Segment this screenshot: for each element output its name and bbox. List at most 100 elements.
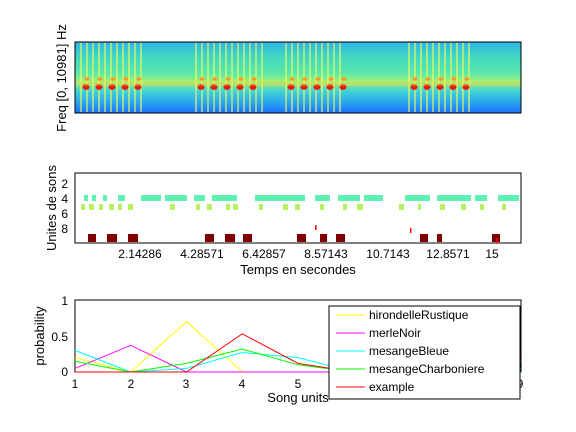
spectro-streak xyxy=(225,43,227,112)
spectro-streak xyxy=(468,43,470,112)
unit-segment xyxy=(420,234,428,242)
units-ytick: 6 xyxy=(61,207,68,221)
unit-segment xyxy=(357,204,363,210)
units-xtick: 10.7143 xyxy=(366,247,410,261)
spectrogram-frame xyxy=(74,41,522,114)
spectro-hotspot xyxy=(236,84,244,90)
unit-segment xyxy=(364,195,383,201)
units-ylabel: Unites de sons xyxy=(44,165,59,251)
spectro-streak xyxy=(309,43,311,112)
unit-segment xyxy=(315,195,330,201)
spectro-streak xyxy=(333,43,335,112)
unit-segment xyxy=(226,204,230,210)
unit-segment xyxy=(194,195,205,201)
probability-yticks: 0 0.5 1 xyxy=(51,294,68,379)
unit-segment xyxy=(461,204,466,210)
unit-segment xyxy=(399,204,404,210)
probability-panel: 0 0.5 1 1 2 3 4 5 9 Song units probabili… xyxy=(32,294,524,405)
units-yticks: 2 4 6 8 xyxy=(61,177,68,236)
spectro-streak xyxy=(315,43,317,112)
units-ytick: 4 xyxy=(61,192,68,206)
spectro-hotspot xyxy=(313,84,321,90)
unit-segment xyxy=(141,195,161,201)
spectrogram-ylabel: Freq [0, 10981] Hz xyxy=(54,24,69,132)
unit-segment xyxy=(118,204,122,210)
spectro-hotspot xyxy=(110,77,116,81)
units-xtick: 15 xyxy=(485,247,499,261)
spectro-hotspot xyxy=(464,77,470,81)
legend-label: merleNoir xyxy=(369,326,421,340)
prob-ytick: 0 xyxy=(61,365,68,379)
spectro-streak xyxy=(327,43,329,112)
spectro-streak xyxy=(140,43,142,112)
spectrogram-panel: Freq [0, 10981] Hz xyxy=(54,24,522,132)
unit-segment xyxy=(99,204,103,210)
unit-segment xyxy=(84,195,88,201)
unit-segment xyxy=(320,204,324,210)
spectro-streak xyxy=(339,43,341,112)
units-ytick: 8 xyxy=(61,222,68,236)
unit-segment xyxy=(207,204,212,210)
spectro-hotspot xyxy=(97,77,103,81)
unit-segment xyxy=(336,234,345,242)
unit-segment xyxy=(283,204,288,210)
spectro-hotspot xyxy=(326,84,334,90)
spectro-streak xyxy=(128,43,130,112)
spectro-hotspot xyxy=(410,84,418,90)
spectro-hotspot xyxy=(249,84,257,90)
spectro-streak xyxy=(122,43,124,112)
spectro-hotspot xyxy=(223,84,231,90)
spectro-streak xyxy=(462,43,464,112)
spectro-hotspot xyxy=(123,77,129,81)
spectro-hotspot xyxy=(199,77,205,81)
spectro-streak xyxy=(450,43,452,112)
spectro-hotspot xyxy=(302,77,308,81)
probability-xlabel: Song units xyxy=(267,390,329,405)
unit-segment xyxy=(225,234,235,242)
spectro-streak xyxy=(116,43,118,112)
spectro-streak xyxy=(438,43,440,112)
unit-segment xyxy=(81,204,85,210)
spectro-hotspot xyxy=(82,84,90,90)
unit-segment xyxy=(410,228,412,233)
spectro-streak xyxy=(249,43,251,112)
spectro-hotspot xyxy=(95,84,103,90)
spectro-hotspot xyxy=(136,77,142,81)
prob-xtick: 3 xyxy=(183,377,190,391)
unit-segment xyxy=(243,234,252,242)
spectro-hotspot xyxy=(339,84,347,90)
units-xtick: 2.14286 xyxy=(118,247,162,261)
unit-segment xyxy=(343,204,347,210)
unit-segment xyxy=(295,204,300,210)
spectro-streak xyxy=(104,43,106,112)
prob-xtick: 5 xyxy=(295,377,302,391)
unit-segment xyxy=(89,204,94,210)
spectro-streak xyxy=(444,43,446,112)
units-xtick: 8.57143 xyxy=(304,247,348,261)
spectro-hotspot xyxy=(84,77,90,81)
spectro-hotspot xyxy=(287,84,295,90)
spectro-hotspot xyxy=(197,84,205,90)
spectro-streak xyxy=(231,43,233,112)
spectro-hotspot xyxy=(436,84,444,90)
unit-segment xyxy=(502,204,506,210)
unit-segment xyxy=(107,234,117,242)
unit-segment xyxy=(338,195,360,201)
spectro-hotspot xyxy=(238,77,244,81)
unit-segment xyxy=(498,195,519,201)
unit-segment xyxy=(496,238,498,243)
unit-segment xyxy=(480,204,484,210)
units-ytick: 2 xyxy=(61,177,68,191)
spectro-hotspot xyxy=(212,77,218,81)
units-xtick: 6.42857 xyxy=(242,247,286,261)
legend-label: mesangeCharboniere xyxy=(369,362,485,376)
spectro-streak xyxy=(420,43,422,112)
unit-segment xyxy=(196,204,200,210)
spectro-hotspot xyxy=(425,77,431,81)
unit-segment xyxy=(109,204,114,210)
spectro-hotspot xyxy=(462,84,470,90)
units-xticks: 2.14286 4.28571 6.42857 8.57143 10.7143 … xyxy=(118,247,499,261)
unit-segment xyxy=(440,204,445,210)
unit-segment xyxy=(405,195,430,201)
